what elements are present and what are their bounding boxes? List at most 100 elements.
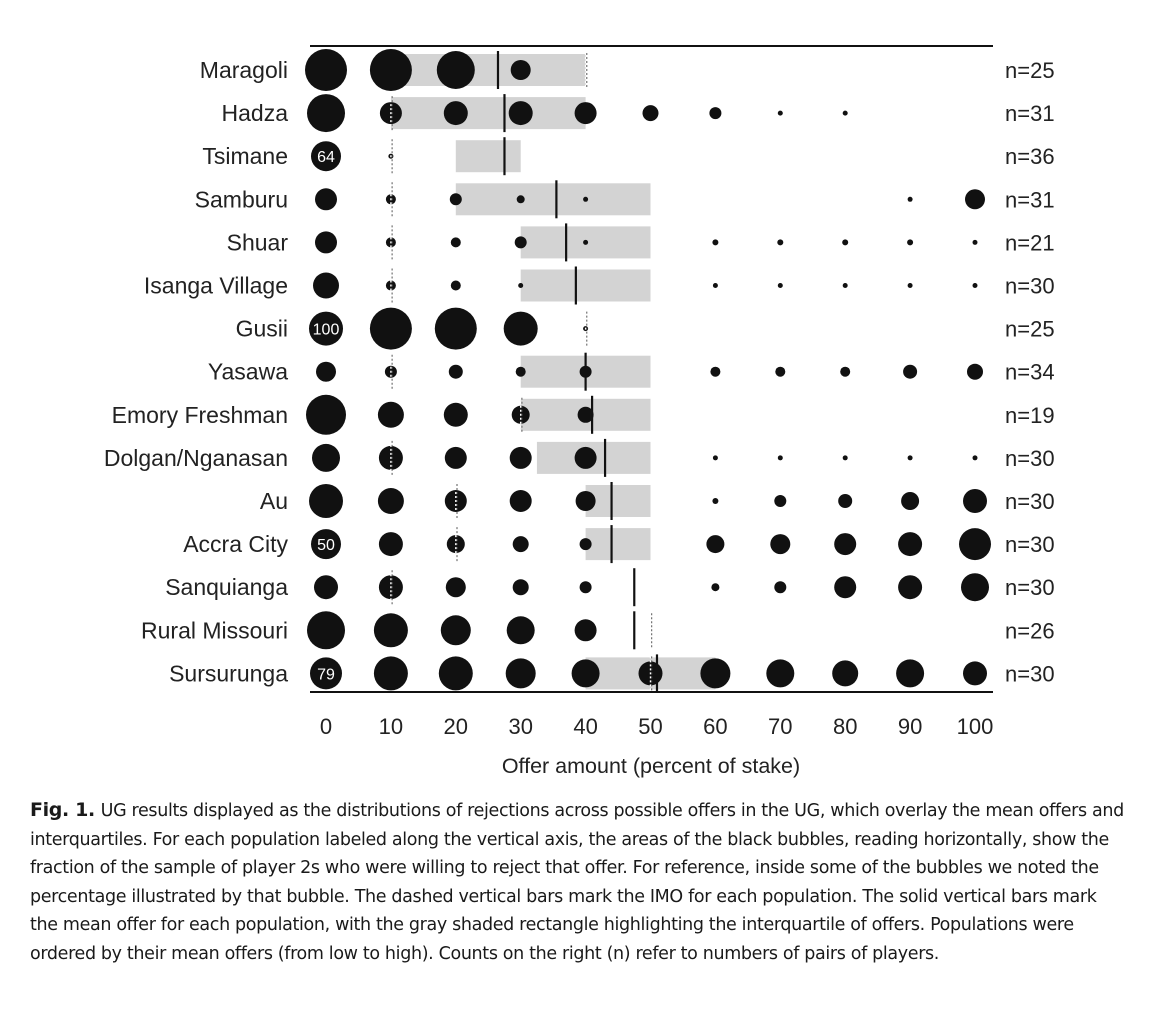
bubble — [766, 659, 795, 688]
bubble — [774, 581, 787, 594]
iqr-band — [455, 140, 521, 173]
bubble — [309, 484, 343, 518]
bubble — [512, 579, 529, 596]
bubble — [963, 661, 987, 686]
bubble — [514, 236, 527, 249]
caption-text: UG results displayed as the distribution… — [30, 801, 1124, 964]
bubble — [583, 196, 589, 202]
x-tick-label: 60 — [703, 714, 727, 739]
bubble — [896, 659, 925, 688]
n-count: n=30 — [1005, 489, 1055, 514]
population-label: Sursurunga — [169, 660, 288, 686]
bubble — [373, 613, 408, 648]
bubble — [575, 491, 596, 511]
bubble — [700, 658, 731, 689]
bubble — [838, 494, 853, 508]
bubble — [574, 619, 597, 642]
bubble — [311, 529, 341, 560]
bubble — [972, 239, 978, 245]
bubble — [574, 446, 597, 469]
bubble — [305, 49, 347, 91]
x-tick-label: 90 — [898, 714, 922, 739]
n-count: n=30 — [1005, 274, 1055, 299]
bubble — [373, 656, 408, 691]
iqr-band — [390, 97, 586, 130]
population-label: Rural Missouri — [141, 617, 288, 643]
bubble — [369, 307, 412, 350]
bubble — [314, 575, 338, 600]
bubble — [313, 272, 339, 299]
bubble-label: 79 — [317, 666, 335, 683]
n-count: n=31 — [1005, 187, 1055, 212]
bubble — [967, 363, 983, 380]
bubble — [961, 573, 989, 602]
x-tick-label: 100 — [957, 714, 994, 739]
x-axis-label: Offer amount (percent of stake) — [502, 754, 800, 778]
population-label: Gusii — [236, 316, 288, 342]
bubble — [377, 401, 404, 428]
x-tick-label: 70 — [768, 714, 792, 739]
bubble — [316, 361, 336, 382]
bubble — [311, 141, 341, 172]
iqr-band — [455, 183, 651, 216]
x-tick-label: 50 — [638, 714, 662, 739]
bubble — [712, 498, 719, 504]
n-count: n=36 — [1005, 144, 1055, 169]
bubble — [963, 489, 987, 513]
population-label: Accra City — [183, 531, 288, 557]
bubble — [445, 577, 466, 598]
bubble — [306, 394, 346, 435]
bubble — [508, 101, 533, 126]
n-count: n=25 — [1005, 317, 1055, 342]
bubble — [443, 101, 468, 126]
bubble — [309, 311, 343, 346]
bubble — [583, 239, 589, 245]
bubble — [518, 283, 524, 288]
bubble — [579, 538, 592, 551]
bubble — [965, 189, 985, 210]
bubble — [506, 616, 535, 645]
n-count: n=30 — [1005, 532, 1055, 557]
population-label: Dolgan/Nganasan — [104, 445, 288, 471]
bubble — [510, 60, 531, 80]
population-label: Samburu — [195, 186, 288, 212]
bubble — [832, 660, 859, 687]
bubble — [574, 102, 597, 125]
iqr-band — [585, 528, 651, 561]
bubble — [842, 455, 848, 461]
bubble — [512, 536, 529, 553]
bubble — [312, 443, 340, 472]
n-count: n=26 — [1005, 618, 1055, 643]
bubble — [449, 193, 462, 206]
population-label: Yasawa — [208, 359, 288, 385]
iqr-band — [520, 269, 651, 302]
x-tick-label: 30 — [508, 714, 532, 739]
bubble — [777, 239, 784, 246]
population-label: Shuar — [227, 229, 289, 255]
bubble — [777, 283, 783, 288]
bubble-label: 50 — [317, 537, 335, 554]
bubble — [448, 364, 463, 379]
bubble — [898, 532, 923, 557]
population-label: Sanquianga — [165, 574, 288, 600]
bubble — [901, 492, 920, 510]
bubble — [450, 237, 461, 248]
bubble — [709, 107, 722, 120]
n-count: n=30 — [1005, 661, 1055, 686]
bubble — [434, 307, 477, 350]
n-count: n=19 — [1005, 403, 1055, 428]
bubble — [907, 239, 914, 246]
bubble — [515, 366, 526, 377]
chart-marks — [310, 45, 993, 693]
bubble — [310, 657, 342, 690]
bubble — [440, 615, 471, 646]
bubble — [972, 455, 978, 461]
bubble — [307, 611, 345, 650]
population-label: Hadza — [222, 100, 289, 126]
population-label: Tsimane — [202, 143, 288, 169]
bubble — [577, 406, 594, 423]
bubble — [443, 402, 468, 427]
n-count: n=30 — [1005, 575, 1055, 600]
bubble — [710, 366, 721, 377]
bubble — [711, 583, 720, 592]
